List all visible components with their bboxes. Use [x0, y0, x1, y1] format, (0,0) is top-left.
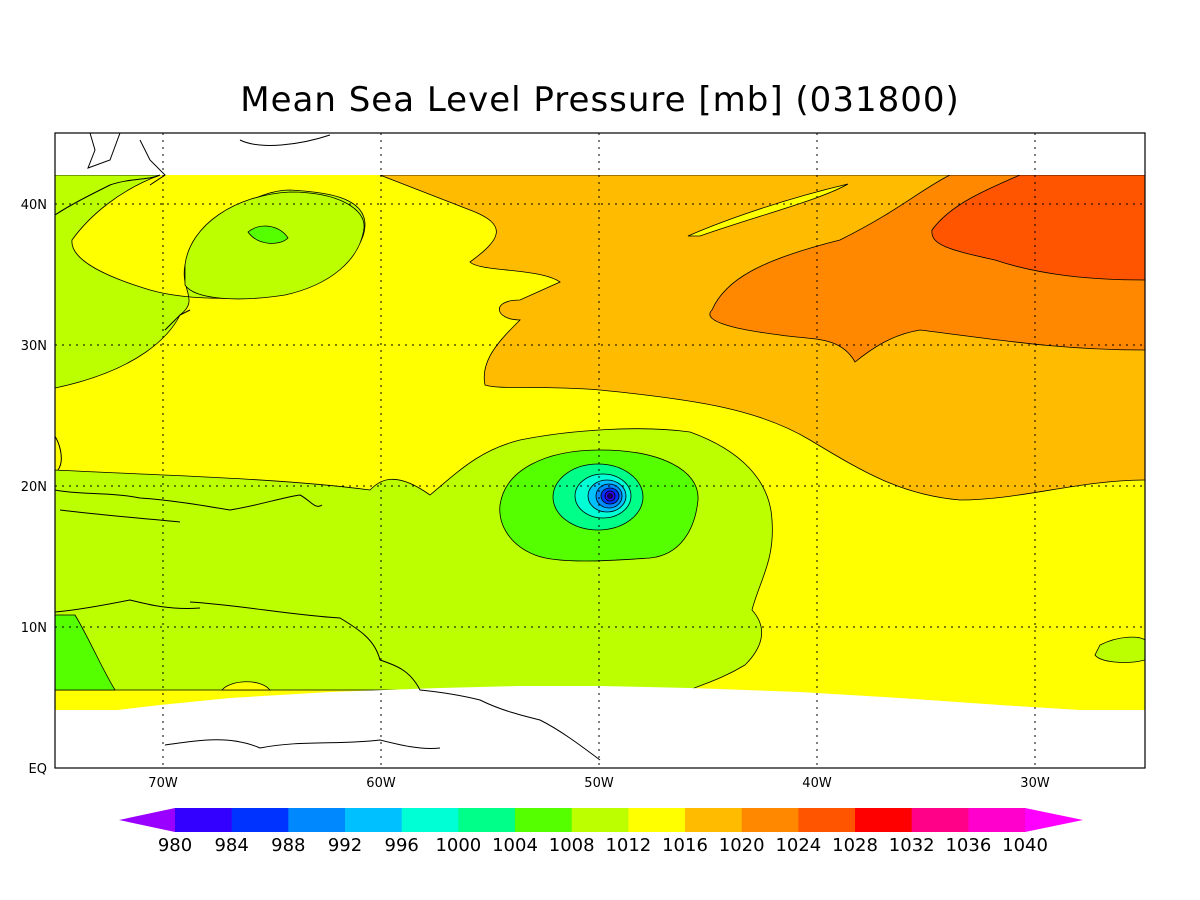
lon-axis: 70W 60W 50W 40W 30W — [148, 776, 1050, 791]
lon-tick: 40W — [802, 776, 832, 791]
colorbar — [119, 808, 1084, 832]
colorbar-label: 996 — [385, 835, 419, 856]
colorbar-swatch — [231, 808, 289, 832]
lat-tick: 20N — [21, 480, 47, 495]
lon-tick: 50W — [584, 776, 614, 791]
colorbar-swatch — [798, 808, 856, 832]
colorbar-label: 1012 — [605, 835, 651, 856]
lat-tick: 30N — [21, 339, 47, 354]
colorbar-swatch — [345, 808, 403, 832]
colorbar-label: 980 — [158, 835, 192, 856]
colorbar-swatch — [175, 808, 233, 832]
colorbar-label: 1032 — [889, 835, 935, 856]
colorbar-swatch — [401, 808, 459, 832]
colorbar-swatch — [515, 808, 573, 832]
lon-tick: 60W — [366, 776, 396, 791]
low-pressure-center — [499, 449, 699, 562]
graticule — [55, 133, 1145, 768]
colorbar-swatch — [628, 808, 686, 832]
band-1024-1028 — [931, 174, 1145, 281]
colorbar-swatch — [741, 808, 799, 832]
colorbar-label: 1036 — [945, 835, 991, 856]
map-title: Mean Sea Level Pressure [mb] (031800) — [240, 80, 960, 120]
lon-tick: 30W — [1020, 776, 1050, 791]
band-1004-1008-small — [247, 225, 289, 244]
colorbar-swatch — [571, 808, 629, 832]
colorbar-label: 992 — [328, 835, 362, 856]
colorbar-labels: 980 984 988 992 996 1000 1004 1008 1012 1016 1020 1… — [158, 835, 1048, 856]
missing-data-north — [55, 133, 1145, 175]
colorbar-label: 988 — [271, 835, 305, 856]
missing-data-south — [55, 686, 1145, 768]
colorbar-label: 1040 — [1002, 835, 1048, 856]
colorbar-label: 1008 — [549, 835, 595, 856]
colorbar-label: 1024 — [775, 835, 821, 856]
lat-tick: 40N — [21, 198, 47, 213]
colorbar-under-arrow — [119, 808, 175, 832]
colorbar-swatch — [685, 808, 743, 832]
colorbar-swatch — [911, 808, 969, 832]
lat-tick: EQ — [29, 762, 47, 777]
colorbar-label: 1004 — [492, 835, 538, 856]
coastlines — [55, 133, 601, 761]
lat-axis: EQ 10N 20N 30N 40N — [21, 198, 47, 777]
colorbar-label: 1020 — [719, 835, 765, 856]
colorbar-label: 1016 — [662, 835, 708, 856]
lon-tick: 70W — [148, 776, 178, 791]
colorbar-swatch — [458, 808, 516, 832]
plot-frame — [54, 132, 1146, 769]
colorbar-swatch — [855, 808, 913, 832]
pressure-field — [55, 133, 1145, 768]
colorbar-swatch — [288, 808, 346, 832]
colorbar-label: 984 — [214, 835, 248, 856]
lat-tick: 10N — [21, 621, 47, 636]
colorbar-label: 1028 — [832, 835, 878, 856]
colorbar-label: 1000 — [435, 835, 481, 856]
colorbar-over-arrow — [1025, 808, 1084, 832]
colorbar-swatch — [968, 808, 1026, 832]
